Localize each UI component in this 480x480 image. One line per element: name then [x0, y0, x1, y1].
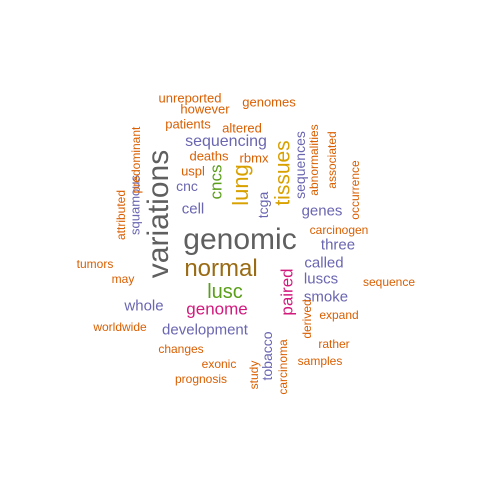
- word-derived: derived: [300, 299, 314, 339]
- word-however: however: [180, 101, 230, 117]
- word-sequencing: sequencing: [185, 133, 267, 150]
- word-carcinoma: carcinoma: [276, 339, 290, 395]
- word-cell: cell: [181, 200, 205, 218]
- word-deaths: deaths: [189, 148, 229, 164]
- word-sequences: sequences: [292, 131, 308, 199]
- word-exonic: exonic: [201, 357, 237, 371]
- word-predominant: predominant: [129, 126, 143, 194]
- word-cnc: cnc: [176, 178, 198, 194]
- word-unreported: unreported: [158, 90, 222, 106]
- word-tumors: tumors: [76, 257, 114, 271]
- word-luscs: luscs: [303, 270, 339, 288]
- word-rbmx: rbmx: [239, 150, 269, 166]
- word-sequence: sequence: [362, 275, 416, 289]
- word-study: study: [247, 360, 261, 390]
- word-patients: patients: [165, 116, 211, 132]
- word-three: three: [320, 236, 356, 254]
- word-tissues: tissues: [271, 140, 295, 206]
- word-uspl: uspl: [181, 163, 205, 179]
- word-paired: paired: [277, 268, 297, 316]
- word-genomes: genomes: [242, 94, 296, 110]
- word-lusc: lusc: [207, 281, 243, 303]
- word-prognosis: prognosis: [174, 372, 228, 386]
- word-associated: associated: [325, 131, 339, 189]
- word-smoke: smoke: [303, 288, 349, 306]
- word-expand: expand: [319, 308, 359, 322]
- word-whole: whole: [124, 297, 164, 315]
- word-worldwide: worldwide: [93, 320, 147, 334]
- word-tobacco: tobacco: [259, 331, 275, 381]
- word-normal: normal: [184, 255, 258, 282]
- word-carcinogen: carcinogen: [309, 223, 369, 237]
- word-samples: samples: [297, 354, 343, 368]
- word-may: may: [111, 272, 135, 286]
- word-changes: changes: [158, 342, 204, 356]
- word-attributed: attributed: [114, 189, 128, 241]
- word-altered: altered: [222, 120, 262, 136]
- word-occurrence: occurrence: [348, 160, 362, 220]
- word-abnormalities: abnormalities: [307, 124, 321, 196]
- word-genome: genome: [186, 299, 248, 319]
- word-cncs: cncs: [206, 164, 226, 200]
- word-lung: lung: [228, 164, 253, 206]
- word-genes: genes: [301, 202, 343, 220]
- word-genomic: genomic: [183, 223, 297, 256]
- word-variations: variations: [142, 149, 175, 279]
- word-called: called: [304, 254, 344, 272]
- word-development: development: [162, 321, 248, 339]
- word-tcga: tcga: [255, 191, 271, 219]
- word-rather: rather: [318, 337, 350, 351]
